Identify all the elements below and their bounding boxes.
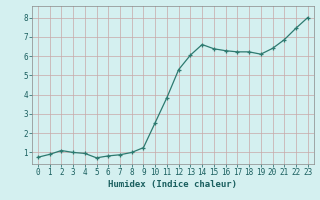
X-axis label: Humidex (Indice chaleur): Humidex (Indice chaleur) xyxy=(108,180,237,189)
